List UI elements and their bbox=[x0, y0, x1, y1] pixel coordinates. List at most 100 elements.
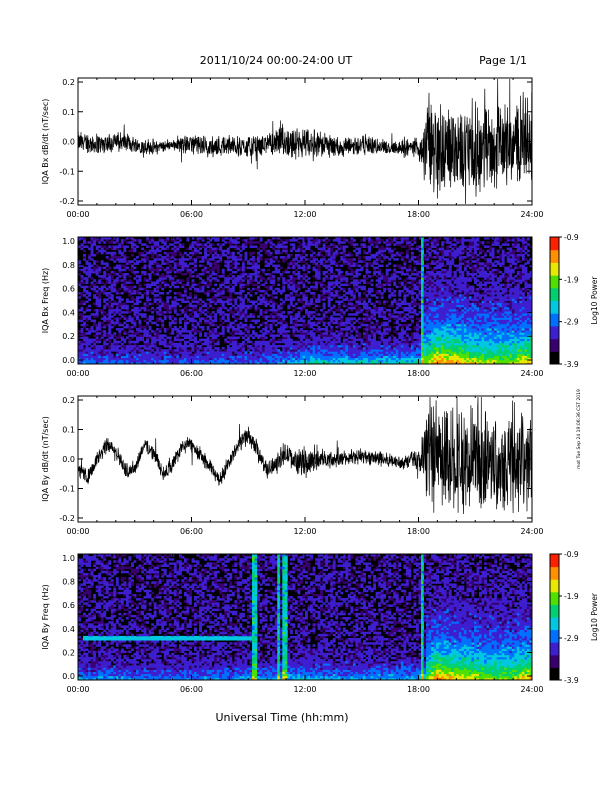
spectrogram-cell bbox=[194, 258, 197, 261]
spectrogram-cell bbox=[209, 258, 212, 261]
spectrogram-cell bbox=[396, 275, 399, 278]
spectrogram-cell bbox=[320, 239, 323, 242]
spectrogram-cell bbox=[250, 294, 253, 297]
spectrogram-cell bbox=[348, 317, 351, 320]
spectrogram-cell bbox=[376, 301, 379, 304]
spectrogram-cell bbox=[197, 322, 200, 325]
spectrogram-cell bbox=[325, 245, 328, 248]
spectrogram-cell bbox=[313, 307, 316, 310]
spectrogram-cell bbox=[229, 336, 232, 339]
spectrogram-cell bbox=[186, 345, 189, 348]
spectrogram-cell bbox=[199, 273, 202, 276]
spectrogram-cell bbox=[128, 250, 131, 253]
spectrogram-cell bbox=[96, 324, 99, 327]
spectrogram-cell bbox=[234, 307, 237, 310]
spectrogram-cell bbox=[227, 241, 230, 244]
spectrogram-cell bbox=[383, 284, 386, 287]
spectrogram-cell bbox=[204, 281, 207, 284]
spectrogram-cell bbox=[91, 313, 94, 316]
spectrogram-cell bbox=[292, 271, 295, 274]
spectrogram-cell bbox=[295, 334, 298, 337]
spectrogram-cell bbox=[197, 284, 200, 287]
spectrogram-cell bbox=[81, 292, 84, 295]
spectrogram-cell bbox=[149, 284, 152, 287]
spectrogram-cell bbox=[192, 271, 195, 274]
spectrogram-cell bbox=[154, 351, 157, 354]
x-axis-title: Universal Time (hh:mm) bbox=[216, 711, 349, 724]
spectrogram-cell bbox=[219, 324, 222, 327]
spectrogram-cell bbox=[340, 245, 343, 248]
spectrogram-cell bbox=[393, 330, 396, 333]
spectrogram-cell bbox=[358, 345, 361, 348]
spectrogram-cell bbox=[310, 241, 313, 244]
spectrogram-cell bbox=[297, 260, 300, 263]
spectrogram-cell bbox=[88, 339, 91, 342]
spectrogram-cell bbox=[275, 303, 278, 306]
spectrogram-cell bbox=[285, 279, 288, 282]
spectrogram-cell bbox=[295, 262, 298, 265]
spectrogram-cell bbox=[360, 322, 363, 325]
spectrogram-cell bbox=[310, 341, 313, 344]
spectrogram-cell bbox=[234, 317, 237, 320]
spectrogram-cell bbox=[265, 286, 268, 289]
spectrogram-cell bbox=[348, 313, 351, 316]
spectrogram-cell bbox=[257, 303, 260, 306]
spectrogram-cell bbox=[353, 326, 356, 329]
spectrogram-cell bbox=[156, 286, 159, 289]
spectrogram-cell bbox=[111, 271, 114, 274]
spectrogram-cell bbox=[86, 290, 89, 293]
spectrogram-cell bbox=[161, 256, 164, 259]
spectrogram-cell bbox=[333, 311, 336, 314]
spectrogram-cell bbox=[103, 324, 106, 327]
spectrogram-cell bbox=[257, 265, 260, 268]
spectrogram-cell bbox=[323, 288, 326, 291]
spectrogram-cell bbox=[282, 241, 285, 244]
spectrogram-cell bbox=[192, 258, 195, 261]
spectrogram-cell bbox=[360, 303, 363, 306]
spectrogram-cell bbox=[171, 252, 174, 255]
spectrogram-cell bbox=[202, 347, 205, 350]
spectrogram-cell bbox=[91, 345, 94, 348]
spectrogram-cell bbox=[360, 260, 363, 263]
spectrogram-cell bbox=[192, 298, 195, 301]
spectrogram-cell bbox=[388, 309, 391, 312]
spectrogram-cell bbox=[212, 248, 215, 251]
spectrogram-cell bbox=[310, 322, 313, 325]
spectrogram-cell bbox=[194, 248, 197, 251]
spectrogram-cell bbox=[393, 248, 396, 251]
spectrogram-cell bbox=[308, 281, 311, 284]
spectrogram-cell bbox=[393, 315, 396, 318]
spectrogram-cell bbox=[121, 343, 124, 346]
spectrogram-cell bbox=[403, 324, 406, 327]
spectrogram-cell bbox=[202, 339, 205, 342]
spectrogram-cell bbox=[83, 267, 86, 270]
spectrogram-cell bbox=[189, 309, 192, 312]
spectrogram-cell bbox=[161, 334, 164, 337]
spectrogram-cell bbox=[340, 296, 343, 299]
spectrogram-cell bbox=[360, 298, 363, 301]
spectrogram-cell bbox=[348, 252, 351, 255]
spectrogram-cell bbox=[186, 258, 189, 261]
spectrogram-cell bbox=[308, 301, 311, 304]
spectrogram-cell bbox=[376, 279, 379, 282]
spectrogram-cell bbox=[250, 305, 253, 308]
spectrogram-cell bbox=[192, 334, 195, 337]
spectrogram-cell bbox=[169, 305, 172, 308]
spectrogram-cell bbox=[113, 279, 116, 282]
spectrogram-cell bbox=[350, 290, 353, 293]
spectrogram-cell bbox=[88, 292, 91, 295]
spectrogram-cell bbox=[260, 269, 263, 272]
spectrogram-cell bbox=[363, 286, 366, 289]
spectrogram-cell bbox=[333, 243, 336, 246]
spectrogram-cell bbox=[267, 269, 270, 272]
spectrogram-cell bbox=[247, 273, 250, 276]
spectrogram-cell bbox=[300, 279, 303, 282]
spectrogram-cell bbox=[297, 334, 300, 337]
spectrogram-cell bbox=[313, 275, 316, 278]
spectrogram-cell bbox=[146, 273, 149, 276]
spectrogram-cell bbox=[280, 273, 283, 276]
spectrogram-cell bbox=[184, 252, 187, 255]
spectrogram-cell bbox=[161, 273, 164, 276]
spectrogram-cell bbox=[199, 326, 202, 329]
spectrogram-cell bbox=[353, 279, 356, 282]
